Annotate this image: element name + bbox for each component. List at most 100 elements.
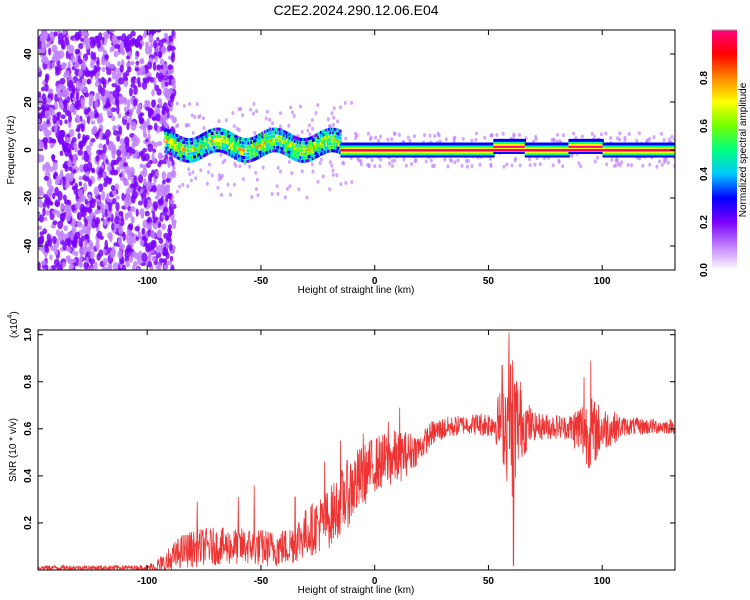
- spectrogram-cell: [408, 150, 412, 154]
- spectrogram-cell: [542, 142, 546, 146]
- spectrogram-cell: [336, 150, 339, 154]
- spectrogram-cell: [231, 136, 234, 140]
- spectrogram-cell: [239, 158, 243, 162]
- spectrogram-cell: [172, 150, 176, 154]
- spectrogram-cell: [292, 146, 296, 150]
- spectrogram-cell: [427, 144, 431, 148]
- spectrogram-cell: [545, 150, 548, 154]
- spectrogram-cell: [568, 140, 572, 144]
- spectrogram-cell: [194, 176, 198, 181]
- spectrogram-cell: [501, 146, 505, 150]
- spectrogram-cell: [399, 152, 402, 156]
- spectrogram-cell: [105, 91, 111, 97]
- spectrogram-cell: [171, 135, 174, 139]
- spectrogram-cell: [580, 134, 584, 139]
- spectrogram-cell: [315, 144, 319, 148]
- spectrogram-cell: [339, 133, 342, 137]
- spectrogram-cell: [183, 148, 187, 152]
- spectrogram-cell: [542, 150, 546, 154]
- spectrogram-cell: [214, 138, 218, 142]
- spectrogram-cell: [300, 145, 304, 149]
- spectrogram-cell: [553, 142, 557, 146]
- spectrogram-cell: [205, 134, 208, 138]
- spectrogram-cell: [274, 138, 278, 142]
- spectrogram-cell: [572, 131, 576, 136]
- spectrogram-cell: [546, 142, 550, 146]
- spectrogram-cell: [590, 146, 593, 150]
- spectrogram-cell: [468, 154, 472, 158]
- spectrogram-cell: [375, 152, 379, 156]
- spectrogram-cell: [448, 157, 452, 162]
- spectrogram-cell: [523, 144, 526, 148]
- spectrogram-cell: [535, 142, 539, 146]
- spectrogram-cell: [180, 143, 184, 147]
- spectrogram-cell: [217, 131, 221, 135]
- spectrogram-cell: [330, 145, 334, 149]
- spectrogram-cell: [242, 148, 245, 152]
- spectrogram-cell: [370, 158, 374, 163]
- spectrogram-cell: [406, 154, 409, 158]
- spectrogram-cell: [342, 161, 346, 166]
- spectrogram-cell: [449, 142, 453, 146]
- spectrogram-cell: [419, 146, 423, 150]
- spectrogram-cell: [489, 142, 492, 146]
- spectrogram-cell: [434, 142, 438, 146]
- spectrogram-cell: [576, 140, 580, 144]
- spectrogram-cell: [299, 137, 303, 141]
- spectrogram-cell: [180, 147, 184, 151]
- spectrogram-cell: [180, 151, 184, 155]
- spectrogram-cell: [618, 154, 622, 158]
- spectrogram-cell: [231, 147, 234, 151]
- spectrogram-cell: [635, 150, 638, 154]
- spectrogram-cell: [285, 153, 289, 157]
- spectrogram-cell: [168, 137, 172, 141]
- spectrogram-cell: [284, 134, 288, 138]
- spectrogram-cell: [602, 142, 606, 146]
- spectrogram-cell: [426, 146, 430, 150]
- spectrogram-cell: [354, 144, 357, 148]
- spectrogram-cell: [289, 144, 293, 148]
- colorbar-label: Normalized spectral amplitude: [738, 82, 749, 217]
- spectrogram-cell: [392, 152, 395, 156]
- spectrogram-cell: [167, 224, 172, 230]
- spectrogram-cell: [434, 152, 438, 156]
- spectrogram-cell: [259, 150, 263, 154]
- spectrogram-cell: [418, 152, 421, 156]
- spectrogram-cell: [52, 114, 57, 124]
- spectrogram-cell: [138, 117, 145, 125]
- spectrogram-cell: [257, 155, 260, 159]
- spectrogram-cell: [669, 154, 673, 158]
- spectrogram-cell: [198, 156, 202, 160]
- spectrogram-cell: [330, 111, 334, 116]
- spectrogram-cell: [668, 150, 671, 154]
- spectrogram-cell: [288, 144, 292, 148]
- spectrogram-cell: [470, 138, 474, 143]
- spectrogram-cell: [672, 142, 675, 146]
- spectrogram-cell: [446, 150, 450, 154]
- spectrogram-cell: [635, 138, 639, 143]
- spectrogram-cell: [498, 146, 502, 150]
- spectrogram-cell: [369, 135, 373, 140]
- spectrogram-cell: [657, 146, 660, 150]
- spectrogram-cell: [311, 157, 315, 161]
- spectrogram-cell: [636, 146, 640, 150]
- spectrogram-cell: [277, 131, 281, 135]
- spectrogram-cell: [237, 107, 241, 112]
- spectrogram-cell: [663, 150, 667, 154]
- spectrogram-cell: [350, 142, 353, 146]
- spectrogram-cell: [207, 170, 211, 175]
- spectrogram-cell: [584, 140, 588, 144]
- spectrogram-cell: [340, 152, 344, 156]
- spectrogram-cell: [389, 152, 393, 156]
- spectrogram-cell: [553, 146, 557, 150]
- spectrogram-cell: [587, 142, 591, 146]
- spectrogram-cell: [610, 152, 614, 156]
- spectrogram-cell: [623, 146, 626, 150]
- spectrogram-cell: [44, 243, 48, 253]
- spectrogram-cell: [81, 209, 87, 218]
- spectrogram-cell: [609, 150, 612, 154]
- spectrogram-cell: [479, 154, 483, 158]
- spectrogram-cell: [307, 158, 311, 162]
- spectrogram-cell: [201, 144, 204, 148]
- spectrogram-cell: [588, 138, 592, 142]
